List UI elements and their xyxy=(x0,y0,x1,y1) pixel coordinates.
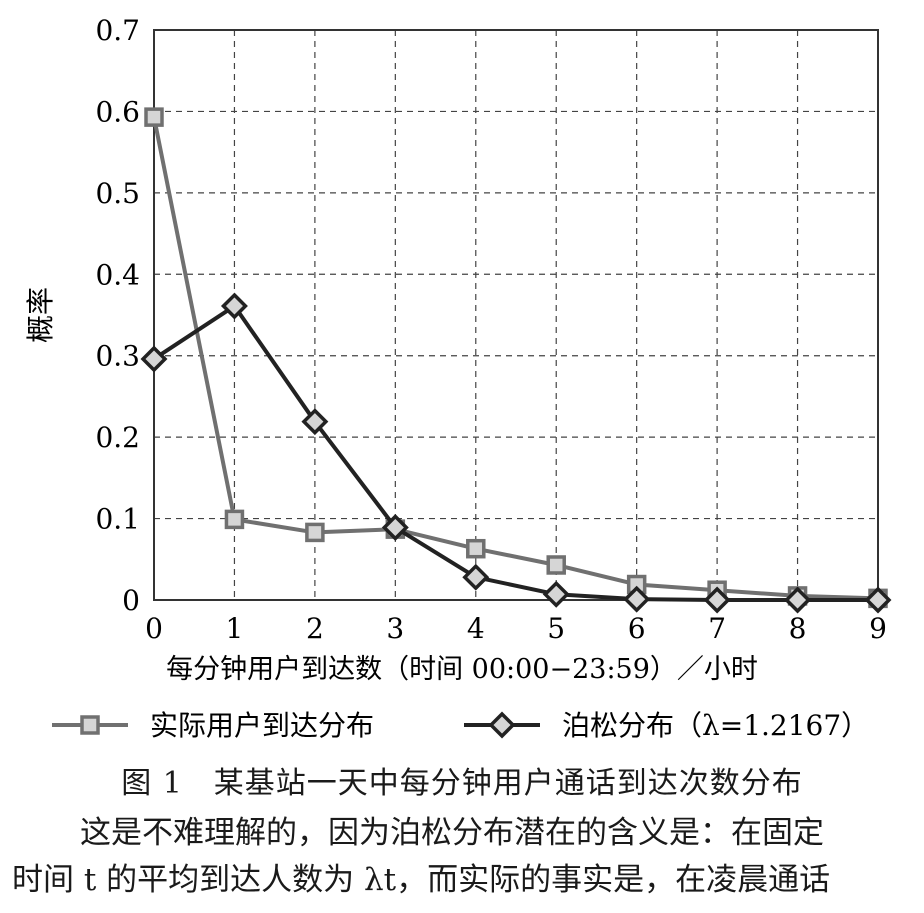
series-line xyxy=(152,116,879,601)
diamond-marker xyxy=(220,292,248,320)
diamond-marker xyxy=(623,585,651,613)
diamond-marker xyxy=(542,580,570,608)
x-tick-label: 6 xyxy=(628,612,646,645)
diamond-marker xyxy=(381,514,409,542)
chart-series xyxy=(140,107,892,614)
y-tick-label: 0.7 xyxy=(95,14,140,47)
x-tick-label: 5 xyxy=(547,612,565,645)
square-marker xyxy=(305,522,325,543)
square-marker xyxy=(224,509,245,530)
x-tick-label: 7 xyxy=(708,612,726,645)
x-axis: 0 1 2 3 4 5 6 7 8 9 xyxy=(145,612,887,645)
diamond-marker xyxy=(140,345,168,373)
diamond-marker xyxy=(462,563,490,591)
y-tick-label: 0.3 xyxy=(95,340,140,373)
series-1 xyxy=(144,107,888,609)
y-tick-label: 0.4 xyxy=(95,258,140,291)
y-tick-label: 0.6 xyxy=(95,95,140,128)
body-paragraph-line-2: 时间 t 的平均到达人数为 λt，而实际的事实是，在凌晨通话 xyxy=(12,862,831,898)
y-axis: 0 0.1 0.2 0.3 0.4 0.5 0.6 0.7 xyxy=(95,14,140,617)
figure-caption: 图 1 某基站一天中每分钟用户通话到达次数分布 xyxy=(121,766,803,801)
chart: 0 0.1 0.2 0.3 0.4 0.5 0.6 0.7 0 1 2 3 4 5 6 7 8 9 概率 每分钟… xyxy=(24,14,892,742)
legend-label: 实际用户到达分布 xyxy=(150,709,374,742)
x-tick-label: 2 xyxy=(306,612,324,645)
body-paragraph-line-1: 这是不难理解的，因为泊松分布潜在的含义是：在固定 xyxy=(80,815,824,851)
square-marker xyxy=(546,555,566,575)
x-tick-label: 1 xyxy=(226,612,244,645)
x-tick-label: 9 xyxy=(869,612,887,645)
x-tick-label: 0 xyxy=(145,612,163,645)
plot-frame xyxy=(153,29,879,601)
y-tick-label: 0.5 xyxy=(95,177,140,210)
y-tick-label: 0.2 xyxy=(95,421,140,454)
diamond-marker xyxy=(703,586,731,614)
square-marker xyxy=(466,538,486,559)
diamond-marker xyxy=(864,586,892,614)
legend-marker xyxy=(80,715,100,735)
y-axis-title: 概率 xyxy=(24,287,57,343)
legend: 实际用户到达分布 泊松分布（λ=1.2167） xyxy=(52,709,869,742)
diamond-marker xyxy=(784,586,812,614)
x-tick-label: 3 xyxy=(386,612,404,645)
chart-grid xyxy=(154,30,878,600)
legend-label: 泊松分布（λ=1.2167） xyxy=(562,709,869,742)
legend-marker xyxy=(488,711,516,739)
square-marker xyxy=(144,107,164,127)
x-tick-label: 4 xyxy=(467,612,485,645)
x-axis-title: 每分钟用户到达数（时间 00:00−23:59）／小时 xyxy=(166,654,758,685)
y-tick-label: 0.1 xyxy=(95,503,140,536)
series-2 xyxy=(140,292,892,614)
diamond-marker xyxy=(301,408,329,436)
series-line xyxy=(152,304,878,602)
y-tick-label: 0 xyxy=(122,584,140,617)
x-tick-label: 8 xyxy=(789,612,807,645)
